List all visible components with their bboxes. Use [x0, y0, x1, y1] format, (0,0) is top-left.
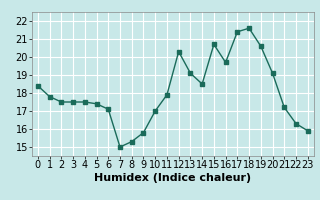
- X-axis label: Humidex (Indice chaleur): Humidex (Indice chaleur): [94, 173, 252, 183]
